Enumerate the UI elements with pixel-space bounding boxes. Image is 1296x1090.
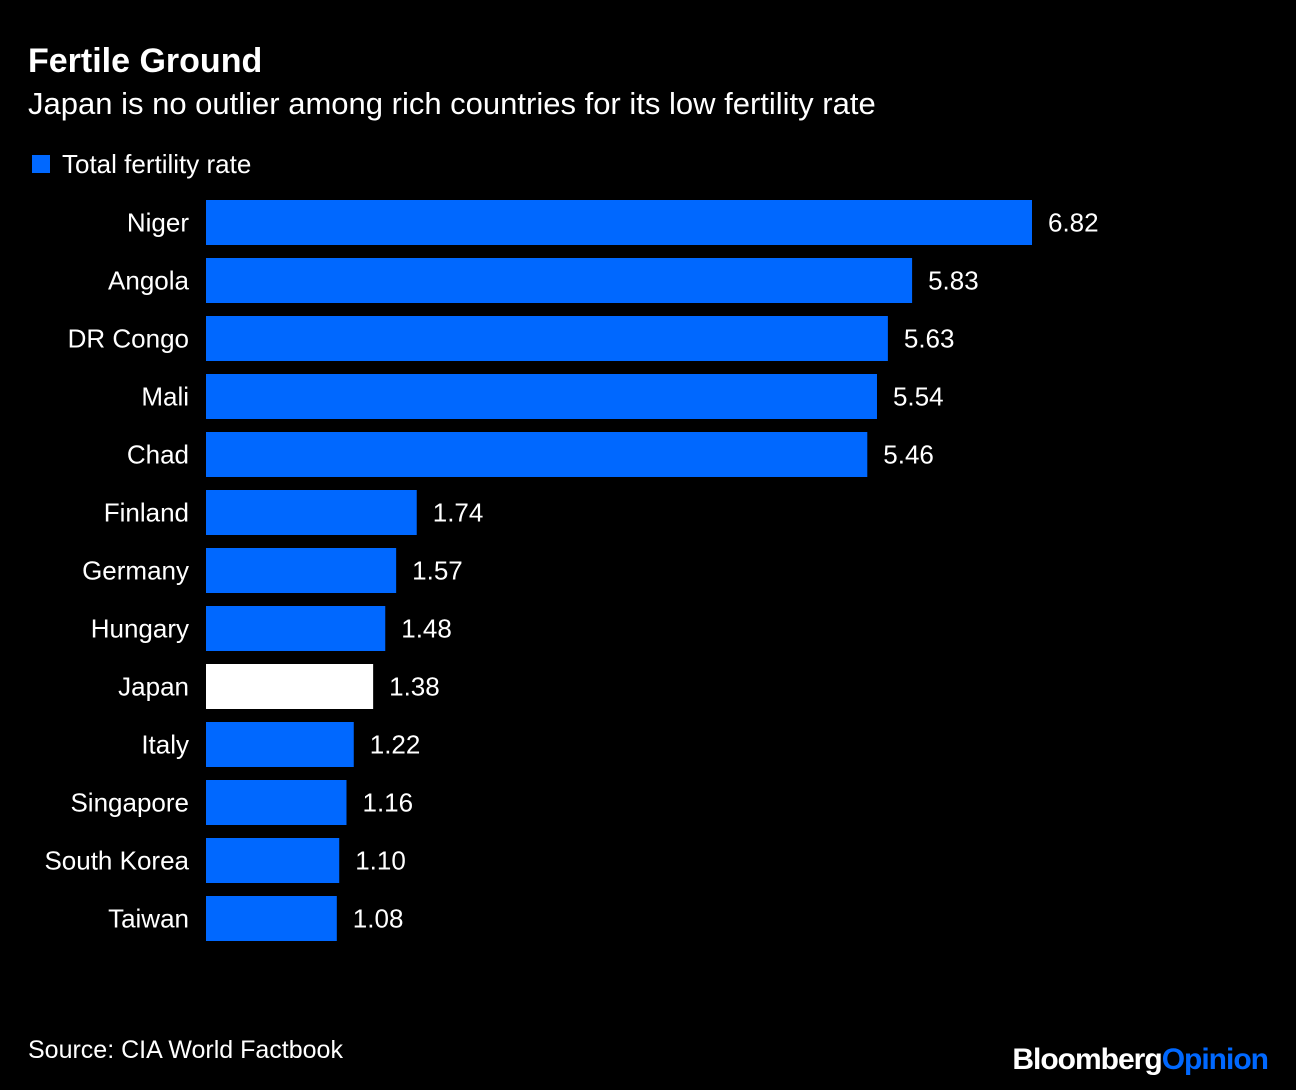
category-label-south-korea: South Korea — [44, 846, 189, 876]
value-label-singapore: 1.16 — [362, 788, 413, 818]
chart-subtitle: Japan is no outlier among rich countries… — [28, 86, 876, 121]
bar-dr-congo — [206, 316, 888, 361]
bar-south-korea — [206, 838, 340, 883]
value-label-south-korea: 1.10 — [355, 846, 406, 876]
category-label-niger: Niger — [127, 208, 189, 238]
category-label-italy: Italy — [141, 730, 189, 760]
bloomberg-opinion-logo: BloombergOpinion — [1012, 1042, 1269, 1078]
legend-label: Total fertility rate — [62, 149, 252, 179]
category-label-germany: Germany — [82, 556, 189, 586]
value-label-dr-congo: 5.63 — [904, 324, 955, 354]
value-label-italy: 1.22 — [370, 730, 421, 760]
category-label-hungary: Hungary — [91, 614, 189, 644]
bar-finland — [206, 490, 417, 535]
brand-opinion: Opinion — [1161, 1043, 1269, 1076]
bar-japan — [206, 664, 374, 709]
bar-germany — [206, 548, 397, 593]
category-label-japan: Japan — [118, 672, 189, 702]
bar-angola — [206, 258, 913, 303]
value-label-chad: 5.46 — [883, 440, 934, 470]
category-label-singapore: Singapore — [70, 788, 189, 818]
brand-bloomberg: Bloomberg — [1012, 1043, 1162, 1076]
category-label-taiwan: Taiwan — [108, 904, 189, 934]
category-label-dr-congo: DR Congo — [68, 324, 189, 354]
value-label-japan: 1.38 — [389, 672, 440, 702]
value-label-germany: 1.57 — [412, 556, 463, 586]
bar-chad — [206, 432, 868, 477]
category-label-mali: Mali — [141, 382, 189, 412]
value-label-mali: 5.54 — [893, 382, 944, 412]
chart-title: Fertile Ground — [28, 42, 263, 80]
source-note: Source: CIA World Factbook — [28, 1036, 343, 1064]
bar-mali — [206, 374, 877, 419]
bar-niger — [206, 200, 1032, 245]
category-label-angola: Angola — [108, 266, 189, 296]
legend-swatch — [32, 155, 50, 173]
bar-singapore — [206, 780, 347, 825]
bar-taiwan — [206, 896, 337, 941]
value-label-finland: 1.74 — [433, 498, 484, 528]
value-label-hungary: 1.48 — [401, 614, 452, 644]
value-label-niger: 6.82 — [1048, 208, 1099, 238]
category-label-chad: Chad — [127, 440, 189, 470]
legend: Total fertility rate — [32, 148, 251, 180]
category-label-finland: Finland — [104, 498, 189, 528]
value-label-taiwan: 1.08 — [353, 904, 404, 934]
bar-hungary — [206, 606, 386, 651]
bar-italy — [206, 722, 354, 767]
value-label-angola: 5.83 — [928, 266, 979, 296]
